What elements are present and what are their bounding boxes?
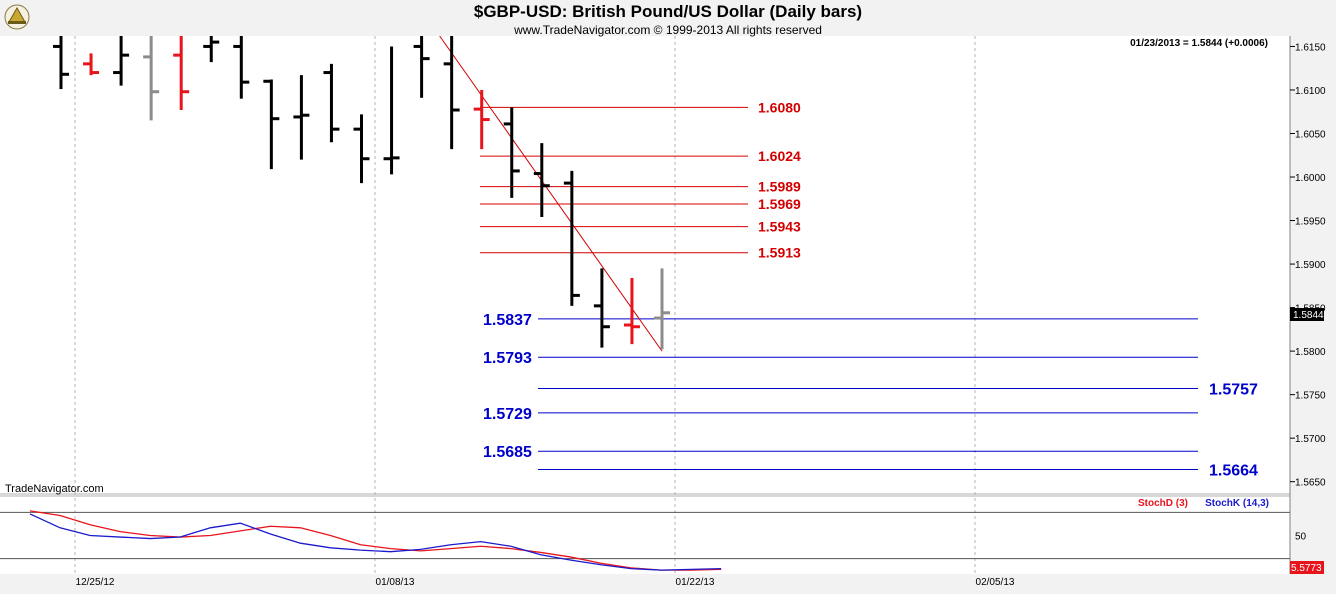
stoch-y-tick-label: 50 [1295,532,1307,543]
resistance-label: 1.6080 [758,99,801,115]
y-tick-label: 1.5650 [1295,478,1326,489]
ohlc-bar [623,277,640,345]
support-label: 1.5729 [483,406,532,423]
y-axis-bar [1290,36,1336,574]
resistance-label: 1.5989 [758,179,801,195]
support-label: 1.5664 [1209,462,1258,479]
stochd-line [29,510,722,571]
ohlc-bar [323,63,340,143]
ohlc-bar [173,36,190,110]
x-tick-label: 02/05/13 [976,577,1015,588]
y-tick-label: 1.6100 [1295,86,1326,97]
ohlc-bar [83,53,100,76]
x-tick-label: 12/25/12 [76,577,115,588]
ohlc-bar [233,36,250,99]
y-tick-label: 1.6050 [1295,129,1326,140]
ohlc-bar [383,46,400,175]
date-axis: 12/25/12 01/08/13 01/22/13 02/05/13 [76,577,1015,588]
y-tick-label: 1.6150 [1295,42,1326,53]
ohlc-bar [413,36,430,98]
chart-subtitle: www.TradeNavigator.com © 1999-2013 All r… [513,23,822,37]
resistance-label: 1.5943 [758,219,801,235]
ohlc-bar [113,36,130,86]
header-bar [0,0,1336,36]
x-axis-bar [0,574,1336,594]
x-tick-label: 01/22/13 [676,577,715,588]
ohlc-bar [203,36,220,63]
resistance-label: 1.5969 [758,196,801,212]
pane-divider [0,493,1290,497]
ohlc-bar [593,268,610,348]
y-tick-label: 1.5950 [1295,217,1326,228]
ohlc-bar [53,36,69,90]
y-tick-label: 1.5800 [1295,347,1326,358]
last-price-readout: 01/23/2013 = 1.5844 (+0.0006) [1130,38,1268,49]
ohlc-bars [53,36,670,350]
stochastic-pane: 50 [0,510,1307,571]
ohlc-bar [443,36,460,150]
legend-stochd: StochD (3) [1138,498,1188,509]
last-price-marker [1290,308,1324,321]
support-label: 1.5685 [483,444,532,461]
ohlc-bar [263,79,280,170]
y-tick-label: 1.5900 [1295,260,1326,271]
y-tick-label: 1.5700 [1295,434,1326,445]
stoch-last-value-marker [1290,561,1324,574]
ohlc-bar [473,89,490,150]
support-label: 1.5793 [483,350,532,367]
ohlc-bar [503,107,520,198]
stochk-line [29,513,722,571]
y-tick-label: 1.6000 [1295,173,1326,184]
trade-navigator-logo-icon [4,4,30,30]
ohlc-bar [563,170,580,306]
x-tick-label: 01/08/13 [376,577,415,588]
support-label: 1.5757 [1209,382,1258,399]
last-price-marker-label: 1.5844 [1293,310,1324,321]
stoch-last-value-label: 5.5773 [1291,563,1322,574]
chart-title: $GBP-USD: British Pound/US Dollar (Daily… [474,2,862,21]
ohlc-bar [293,75,310,160]
ohlc-bar [654,268,670,350]
resistance-label: 1.5913 [758,245,801,261]
watermark-label: TradeNavigator.com [5,483,104,495]
ohlc-bar [353,114,370,184]
down-trendline [439,35,663,352]
trendline-group [439,35,663,352]
support-label: 1.5837 [483,312,532,329]
legend-stochk: StochK (14,3) [1205,498,1269,509]
y-tick-label: 1.5750 [1295,391,1326,402]
ohlc-bar [143,36,160,121]
resistance-label: 1.6024 [758,148,801,164]
ohlc-bar [533,143,550,218]
